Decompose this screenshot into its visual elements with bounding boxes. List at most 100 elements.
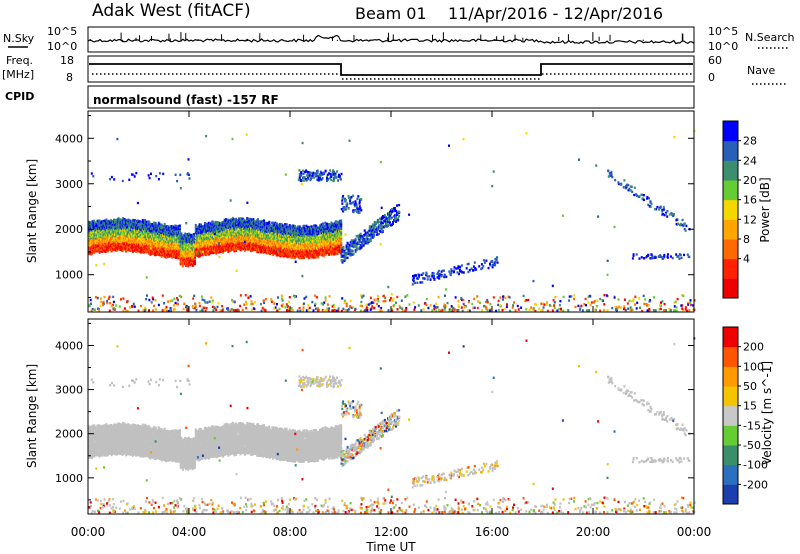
power-point — [181, 265, 184, 268]
power-point — [88, 220, 90, 224]
power-point — [163, 245, 165, 248]
power-point — [203, 222, 206, 225]
power-point — [235, 239, 238, 242]
power-point — [248, 228, 251, 232]
power-point — [228, 246, 231, 249]
power-point — [182, 248, 185, 251]
power-point — [268, 220, 271, 224]
power-point — [178, 226, 181, 229]
power-point — [163, 231, 165, 234]
power-point — [120, 233, 123, 237]
power-point — [135, 224, 138, 227]
power-point — [93, 238, 96, 242]
power-point — [98, 219, 101, 222]
power-point — [178, 229, 181, 232]
power-point — [127, 220, 130, 223]
power-point — [182, 262, 185, 266]
power-point — [211, 233, 214, 236]
power-point — [93, 233, 96, 237]
power-point — [243, 219, 246, 222]
power-point — [174, 246, 177, 250]
power-point — [205, 222, 208, 226]
power-point — [160, 223, 163, 226]
power-point — [248, 244, 251, 248]
power-point — [131, 233, 134, 236]
power-point — [150, 227, 153, 231]
power-point — [93, 235, 96, 238]
power-point — [92, 237, 95, 240]
freq-frame — [87, 55, 695, 83]
power-point — [246, 218, 249, 222]
power-point — [183, 236, 186, 239]
power-point — [237, 233, 240, 236]
power-point — [241, 238, 243, 241]
power-point — [191, 264, 194, 267]
power-point — [235, 237, 238, 241]
power-point — [175, 225, 178, 228]
power-point — [220, 225, 223, 229]
power-point — [106, 250, 109, 253]
power-point — [194, 257, 196, 261]
power-point — [127, 218, 130, 221]
power-point — [194, 252, 197, 255]
nsearch-label: N.Search — [745, 31, 795, 44]
power-point — [249, 241, 252, 244]
power-point — [194, 223, 197, 227]
power-point — [100, 220, 103, 223]
power-point — [178, 239, 181, 242]
power-point — [246, 217, 249, 220]
power-point — [247, 232, 250, 235]
power-point — [131, 250, 134, 253]
freq-panel: Freq. [MHz] 18 8 60 0 Nave — [2, 54, 786, 85]
power-point — [160, 255, 163, 258]
power-point — [181, 238, 184, 242]
power-point — [118, 235, 121, 239]
power-point — [96, 246, 99, 250]
nsky-label: N.Sky — [3, 32, 35, 45]
power-point — [239, 218, 242, 222]
power-point — [235, 226, 238, 230]
power-point — [154, 221, 157, 225]
power-point — [126, 245, 129, 249]
power-point — [206, 247, 209, 250]
power-point — [224, 232, 227, 235]
power-point — [160, 244, 162, 247]
power-point — [153, 245, 156, 249]
power-point — [225, 219, 228, 223]
power-point — [198, 223, 201, 226]
power-point — [238, 217, 240, 220]
power-point — [249, 240, 252, 243]
power-point — [177, 256, 180, 260]
power-point — [222, 251, 225, 254]
power-point — [184, 232, 187, 235]
power-point — [190, 254, 193, 257]
power-point — [226, 240, 229, 244]
power-point — [177, 248, 180, 252]
power-point — [251, 249, 254, 252]
power-point — [239, 217, 242, 220]
power-point — [91, 252, 93, 255]
power-point — [207, 221, 210, 225]
power-point — [135, 231, 138, 234]
power-point — [188, 246, 191, 250]
power-point — [118, 218, 121, 221]
power-point — [194, 251, 196, 254]
power-point — [93, 219, 96, 222]
power-point — [202, 248, 205, 251]
power-point — [164, 244, 167, 247]
power-point — [99, 250, 102, 253]
power-point — [221, 221, 224, 224]
power-point — [199, 236, 202, 240]
nsky-panel: N.Sky 10^5 10^0 10^5 10^0 N.Search — [3, 25, 795, 53]
nsky-frame — [87, 26, 695, 53]
power-point — [113, 229, 115, 233]
power-point — [116, 218, 118, 222]
power-point — [219, 225, 221, 228]
power-point — [174, 234, 177, 237]
freq-unit: [MHz] — [2, 68, 34, 81]
power-point — [112, 248, 115, 252]
power-point — [148, 221, 151, 224]
power-point — [189, 263, 192, 267]
power-point — [185, 233, 188, 236]
power-point — [244, 249, 246, 252]
